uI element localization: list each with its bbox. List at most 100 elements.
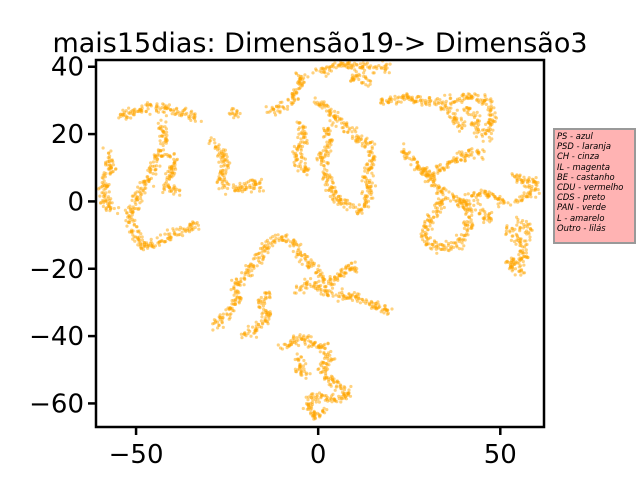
scatter-point [160, 134, 164, 138]
scatter-point [348, 126, 352, 130]
scatter-point [116, 211, 120, 216]
scatter-point [165, 177, 169, 181]
scatter-point [426, 228, 430, 232]
scatter-point [470, 210, 474, 214]
scatter-point [224, 152, 228, 156]
scatter-point [294, 255, 298, 259]
scatter-point [453, 112, 457, 116]
scatter-point [146, 104, 150, 108]
scatter-point [428, 103, 432, 107]
scatter-point [517, 265, 521, 269]
scatter-point [359, 137, 363, 141]
scatter-point [339, 386, 343, 390]
scatter-point [472, 115, 477, 120]
scatter-point [305, 138, 309, 143]
scatter-point [291, 95, 295, 99]
scatter-point [302, 291, 306, 295]
scatter-point [148, 112, 152, 116]
scatter-point [433, 177, 437, 181]
scatter-point [249, 185, 253, 189]
scatter-point [480, 155, 484, 160]
scatter-point [341, 297, 345, 301]
scatter-point [327, 188, 331, 192]
scatter-point [319, 67, 323, 71]
scatter-point [220, 160, 224, 164]
scatter-point [389, 99, 393, 104]
scatter-point [172, 173, 176, 177]
scatter-point [431, 242, 435, 246]
scatter-point [325, 293, 329, 297]
scatter-point [522, 263, 526, 267]
scatter-point [350, 298, 355, 302]
scatter-point [524, 219, 529, 224]
scatter-point [505, 226, 509, 230]
scatter-point [493, 115, 497, 119]
scatter-point [303, 125, 307, 129]
scatter-point [440, 102, 445, 106]
scatter-point [296, 169, 300, 173]
scatter-point [333, 275, 337, 279]
scatter-point [106, 151, 111, 155]
scatter-point [513, 267, 518, 271]
scatter-point [312, 413, 316, 417]
scatter-point [326, 144, 330, 148]
scatter-point [239, 296, 243, 300]
scatter-point [327, 363, 331, 367]
scatter-point [197, 227, 201, 231]
scatter-point [286, 98, 290, 102]
scatter-point [340, 390, 345, 394]
scatter-point [434, 240, 438, 245]
scatter-point [309, 340, 313, 344]
scatter-point [235, 291, 239, 295]
scatter-point [257, 305, 261, 309]
scatter-point [159, 118, 163, 122]
scatter-point [522, 175, 526, 179]
scatter-point [462, 234, 466, 238]
scatter-point [482, 217, 486, 221]
scatter-point [432, 172, 436, 176]
scatter-point [108, 171, 112, 175]
scatter-point [298, 164, 303, 169]
scatter-point [428, 246, 432, 250]
scatter-point [472, 131, 476, 135]
scatter-point [476, 198, 480, 202]
scatter-point [230, 278, 234, 282]
scatter-point [437, 184, 441, 188]
scatter-point [256, 322, 260, 326]
scatter-point [319, 162, 323, 167]
scatter-point [159, 154, 163, 158]
scatter-point [488, 122, 492, 126]
scatter-point [280, 235, 284, 239]
scatter-point [267, 245, 271, 249]
scatter-point [516, 239, 520, 243]
scatter-point [151, 172, 155, 176]
scatter-point [257, 186, 262, 190]
scatter-point [509, 203, 513, 207]
scatter-point [293, 340, 297, 344]
scatter-point [321, 103, 325, 107]
scatter-point [178, 232, 182, 237]
scatter-point [288, 343, 292, 347]
scatter-point [473, 208, 478, 212]
scatter-point [477, 123, 481, 127]
scatter-point [370, 158, 374, 163]
scatter-point [309, 412, 313, 416]
scatter-point [154, 155, 158, 159]
scatter-point [370, 171, 374, 175]
scatter-point [108, 154, 112, 158]
scatter-point [102, 188, 106, 192]
scatter-point [259, 319, 263, 323]
scatter-point [452, 116, 456, 120]
scatter-point [383, 68, 387, 72]
scatter-point [385, 309, 389, 313]
scatter-point [470, 226, 474, 230]
scatter-point [304, 362, 308, 366]
scatter-point [314, 67, 318, 71]
scatter-point [329, 277, 333, 281]
scatter-point [143, 244, 148, 248]
scatter-point [444, 105, 449, 109]
scatter-point [163, 240, 167, 244]
scatter-point [364, 83, 368, 87]
scatter-point [436, 100, 440, 104]
scatter-point [523, 224, 527, 228]
